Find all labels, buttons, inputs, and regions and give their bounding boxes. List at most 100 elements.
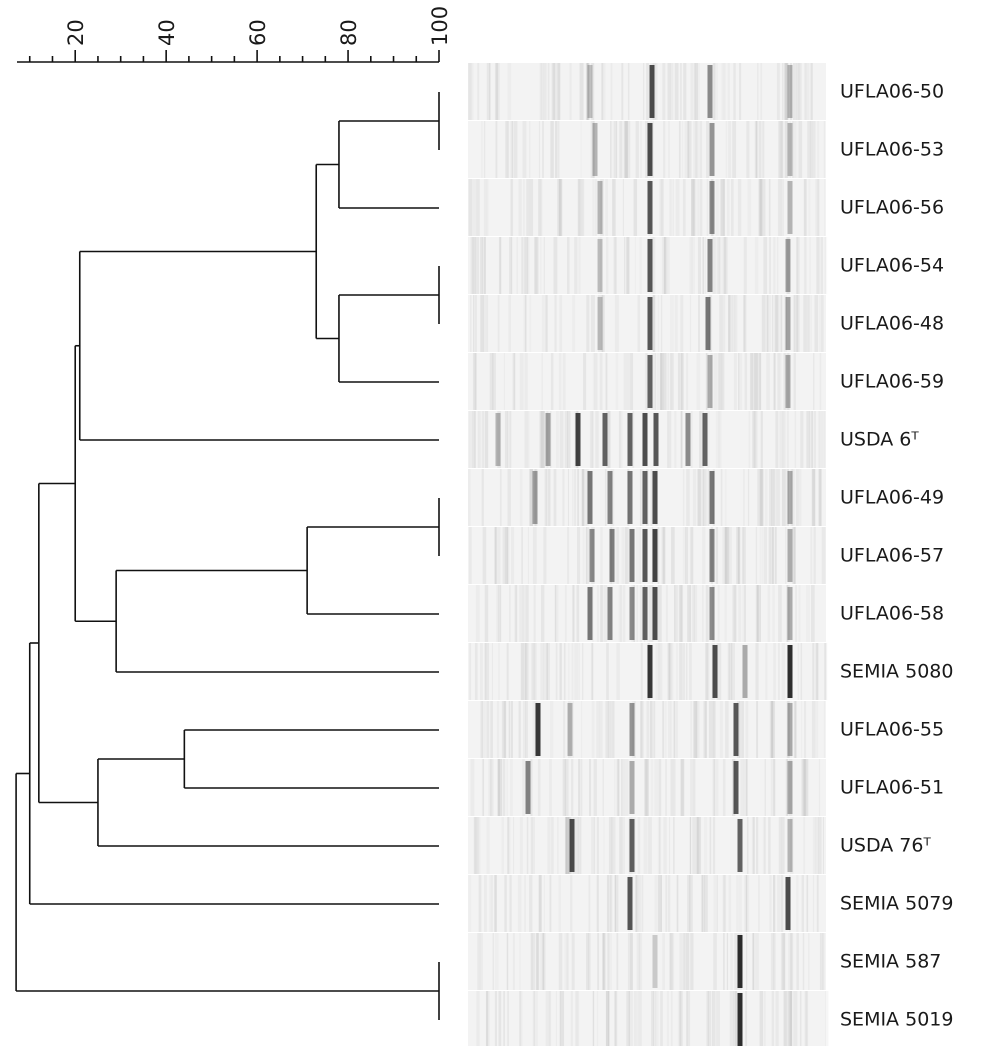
lane-noise	[813, 527, 816, 584]
lane-noise	[753, 353, 757, 410]
lane-noise	[733, 991, 738, 1048]
band	[607, 471, 613, 524]
lane-noise	[616, 643, 620, 700]
band	[787, 761, 793, 814]
lane-noise	[534, 237, 538, 294]
lane-noise	[755, 933, 759, 990]
lane-noise	[509, 875, 512, 932]
lane-noise	[684, 121, 689, 178]
lane-noise	[732, 121, 737, 178]
lane-noise	[625, 759, 629, 816]
lane-noise	[702, 469, 704, 526]
lane-noise	[676, 875, 679, 932]
lane-noise	[742, 585, 744, 642]
lane-noise	[490, 759, 494, 816]
lane-noise	[771, 991, 775, 1048]
lane-noise	[533, 585, 536, 642]
band	[532, 471, 538, 524]
lane-bg	[468, 295, 826, 352]
lane-noise	[596, 585, 600, 642]
lane-noise	[722, 759, 726, 816]
lane-noise	[802, 759, 807, 816]
lane-noise	[551, 63, 556, 120]
lane-noise	[674, 411, 677, 468]
lane-noise	[775, 295, 780, 352]
lane-noise	[679, 991, 683, 1048]
gel-lane	[468, 469, 826, 526]
lane-noise	[543, 875, 545, 932]
band	[647, 355, 653, 408]
lane-noise	[720, 179, 725, 236]
lane-noise	[733, 353, 737, 410]
lane-noise	[510, 527, 515, 584]
band	[707, 65, 713, 118]
lane-noise	[794, 295, 799, 352]
lane-noise	[818, 411, 820, 468]
lane-noise	[825, 991, 829, 1048]
gel-lane	[468, 179, 826, 236]
lane-noise	[752, 411, 756, 468]
lane-noise	[650, 237, 655, 294]
lane-noise	[578, 759, 581, 816]
lane-noise	[513, 817, 515, 874]
lane-noise	[722, 295, 726, 352]
lane-noise	[495, 63, 500, 120]
lane-noise	[702, 237, 704, 294]
lane-noise	[655, 643, 659, 700]
gel-lane	[468, 353, 826, 410]
lane-noise	[689, 237, 693, 294]
lane-noise	[608, 411, 611, 468]
lane-noise	[660, 295, 663, 352]
lane-noise	[656, 991, 659, 1048]
lane-noise	[651, 991, 654, 1048]
lane-noise	[524, 411, 528, 468]
lane-noise	[482, 295, 487, 352]
lane-noise	[468, 469, 471, 526]
lane-noise	[522, 759, 525, 816]
lane-noise	[784, 63, 788, 120]
lane-noise	[553, 237, 558, 294]
band	[597, 297, 603, 350]
lane-noise	[635, 875, 637, 932]
lane-noise	[701, 875, 704, 932]
lane-noise	[673, 701, 676, 758]
lane-noise	[531, 933, 535, 990]
lane-noise	[639, 527, 641, 584]
lane-noise	[657, 875, 662, 932]
lane-noise	[513, 121, 516, 178]
lane-noise	[755, 353, 758, 410]
lane-noise	[564, 411, 568, 468]
lane-noise	[718, 353, 723, 410]
leaf-label: UFLA06-53	[840, 139, 944, 161]
lane-noise	[519, 585, 523, 642]
band	[785, 239, 791, 292]
lane-noise	[558, 875, 562, 932]
lane-noise	[702, 875, 705, 932]
lane-noise	[706, 991, 709, 1048]
lane-noise	[807, 121, 811, 178]
lane-noise	[663, 527, 665, 584]
lane-noise	[606, 643, 609, 700]
lane-noise	[522, 121, 527, 178]
lane-noise	[522, 585, 524, 642]
lane-noise	[794, 411, 797, 468]
lane-noise	[574, 643, 579, 700]
lane-noise	[649, 585, 654, 642]
lane-bg	[468, 817, 826, 874]
lane-noise	[492, 933, 494, 990]
lane-noise	[610, 63, 613, 120]
lane-noise	[782, 63, 784, 120]
lane-noise	[695, 121, 699, 178]
lane-noise	[591, 643, 594, 700]
lane-noise	[809, 63, 813, 120]
lane-noise	[816, 643, 819, 700]
lane-noise	[472, 237, 475, 294]
lane-noise	[802, 933, 805, 990]
lane-noise	[763, 527, 767, 584]
lane-noise	[758, 179, 762, 236]
lane-noise	[508, 295, 512, 352]
lane-noise	[772, 585, 775, 642]
band	[785, 877, 791, 930]
band	[609, 529, 615, 582]
